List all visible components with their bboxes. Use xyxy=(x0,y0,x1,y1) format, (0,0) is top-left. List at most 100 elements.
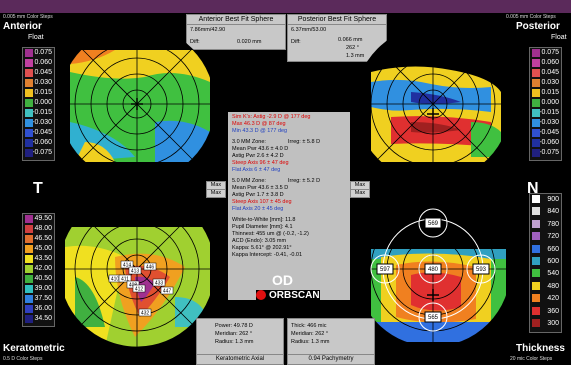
thickness-map[interactable]: 569 597 480 593 565 xyxy=(351,187,516,352)
anterior-float-map[interactable] xyxy=(55,22,220,187)
kerat-point-value: 412 xyxy=(135,287,144,293)
anterior-subtitle: Float xyxy=(28,34,44,41)
anterior-diff-label: Diff: xyxy=(190,39,200,45)
kerat-meridian: Meridian: 262 ° xyxy=(215,331,253,337)
legend-swatch xyxy=(25,49,33,57)
legend-swatch xyxy=(532,318,540,327)
legend-swatch xyxy=(25,69,33,77)
acd: ACD (Endo): 3.05 mm xyxy=(232,238,287,244)
thickness-point-value: 480 xyxy=(428,267,439,273)
legend-swatch xyxy=(532,281,540,290)
zone5-title: 5.0 MM Zone: xyxy=(232,178,266,184)
legend-value: 0.030 xyxy=(34,79,52,86)
posterior-diff: 0.066 mm xyxy=(338,37,363,43)
legend-swatch xyxy=(25,215,33,223)
legend-value: 480 xyxy=(547,282,559,290)
legend-value: 48.00 xyxy=(34,225,52,232)
legend-swatch xyxy=(25,315,33,323)
legend-swatch xyxy=(25,109,33,117)
legend-value: -0.015 xyxy=(32,109,52,116)
sim-k-astig: Sim K's: Astig -2.9 D @ 177 deg xyxy=(232,114,311,120)
posterior-float-map[interactable] xyxy=(351,22,516,187)
kerat-point-box xyxy=(118,274,132,283)
max-button-right-2[interactable]: Max xyxy=(350,189,370,198)
legend-step: 780 xyxy=(530,219,561,231)
legend-value: 0.075 xyxy=(541,49,559,56)
legend-step: 0.060 xyxy=(23,58,54,68)
legend-swatch xyxy=(25,295,33,303)
legend-value: 42.00 xyxy=(34,265,52,272)
legend-swatch xyxy=(532,139,540,147)
posterior-subtitle: Float xyxy=(551,34,567,41)
zone3-steep: Steep Axis 96 ± 47 deg xyxy=(232,160,289,166)
eye-label: OD xyxy=(272,272,293,288)
legend-swatch xyxy=(532,294,540,303)
kerat-point-box xyxy=(152,278,166,287)
legend-value: 0.060 xyxy=(34,59,52,66)
legend-value: 0.045 xyxy=(541,69,559,76)
legend-step: -0.060 xyxy=(23,138,54,148)
legend-value: 43.50 xyxy=(34,255,52,262)
legend-swatch xyxy=(532,99,540,107)
legend-swatch xyxy=(532,79,540,87)
kerat-point-value: 446 xyxy=(146,265,155,271)
legend-swatch xyxy=(532,149,540,157)
legend-value: -0.015 xyxy=(539,109,559,116)
legend-value: 36.00 xyxy=(34,305,52,312)
legend-swatch xyxy=(532,119,540,127)
kerat-point-value: 410 xyxy=(111,277,120,283)
thickness-point-value: 593 xyxy=(476,267,487,273)
legend-swatch xyxy=(25,225,33,233)
thickness-point-ring xyxy=(466,254,496,284)
legend-step: 900 xyxy=(530,194,561,206)
posterior-angle: 262 ° xyxy=(346,45,359,51)
kerat-point-value: 447 xyxy=(163,289,172,295)
legend-step: 540 xyxy=(530,268,561,280)
legend-value: 540 xyxy=(547,270,559,278)
legend-value: -0.060 xyxy=(539,139,559,146)
legend-swatch xyxy=(532,69,540,77)
legend-value: 0.000 xyxy=(541,99,559,106)
keratometric-title: Keratometric xyxy=(3,343,65,354)
max-button-left-2[interactable]: Max xyxy=(206,189,226,198)
keratometric-map[interactable]: 414413446410411408412433447432 xyxy=(55,187,220,352)
legend-swatch xyxy=(25,265,33,273)
thickness-point-box xyxy=(424,311,442,323)
legend-swatch xyxy=(25,235,33,243)
kerat-point-value: 433 xyxy=(155,281,164,287)
legend-swatch xyxy=(25,245,33,253)
legend-step: 360 xyxy=(530,306,561,318)
legend-value: 39.00 xyxy=(34,285,52,292)
legend-value: 45.00 xyxy=(34,245,52,252)
max-k: Max 46.3 D @ 87 deg xyxy=(232,121,286,127)
brand-logo: ORBSCAN xyxy=(256,290,320,301)
thickness-point-ring xyxy=(418,254,448,284)
legend-swatch xyxy=(532,89,540,97)
legend-step: 46.50 xyxy=(23,234,54,244)
legend-value: 600 xyxy=(547,257,559,265)
legend-value: -0.045 xyxy=(32,129,52,136)
legend-step: 49.50 xyxy=(23,214,54,224)
legend-value: 900 xyxy=(547,196,559,203)
legend-step: 0.075 xyxy=(23,48,54,58)
keratometric-axial-label[interactable]: Keratometric Axial xyxy=(196,354,284,365)
legend-value: 0.015 xyxy=(34,89,52,96)
legend-step: 720 xyxy=(530,231,561,243)
zone5-irreg: Irreg: ± 5.2 D xyxy=(288,178,321,184)
legend-step: 0.075 xyxy=(530,48,561,58)
kerat-point-box xyxy=(132,284,146,293)
legend-value: 0.000 xyxy=(34,99,52,106)
thickness-point-ring xyxy=(418,208,448,238)
pachymetry-label[interactable]: 0.94 Pachymetry xyxy=(287,354,375,365)
legend-step: 660 xyxy=(530,244,561,256)
legend-value: 0.060 xyxy=(541,59,559,66)
nasal-label: N xyxy=(527,180,539,197)
legend-step: -0.030 xyxy=(530,118,561,128)
legend-swatch xyxy=(532,219,540,228)
zone3-astig: Astig Pwr 2.6 ± 4.2 D xyxy=(232,153,284,159)
legend-step: -0.045 xyxy=(23,128,54,138)
posterior-sphere: 6.37mm/53.00 xyxy=(291,27,327,33)
zone5-flat: Flat Axis 20 ± 45 deg xyxy=(232,206,284,212)
kerat-radius: Radius: 1.3 mm xyxy=(215,339,254,345)
legend-step: 0.000 xyxy=(530,98,561,108)
